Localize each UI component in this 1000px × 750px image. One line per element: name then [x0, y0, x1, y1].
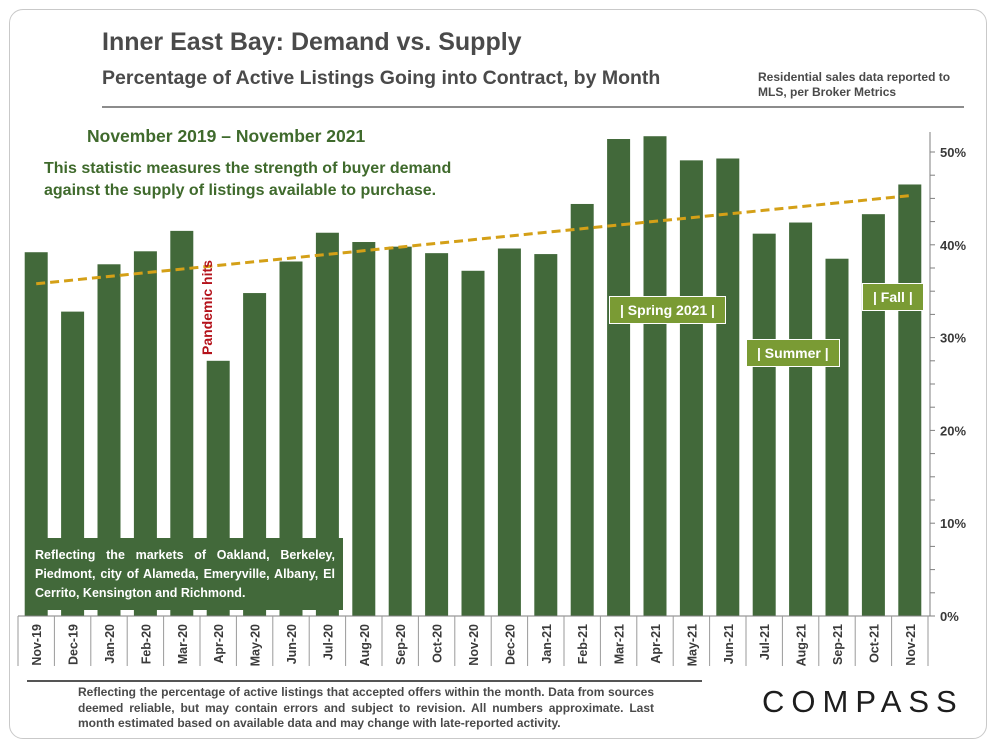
- bar-May-20: [243, 293, 267, 616]
- bar-Oct-21: [861, 214, 885, 616]
- chart-subtitle: Percentage of Active Listings Going into…: [102, 67, 661, 89]
- compass-logo: COMPASS: [762, 684, 964, 719]
- x-tick-label: Apr-21: [649, 624, 663, 664]
- x-tick-label: Jul-21: [758, 624, 772, 660]
- y-tick-label: 30%: [940, 331, 966, 346]
- x-tick-label: Dec-20: [503, 624, 517, 665]
- x-tick-label: Feb-21: [576, 624, 590, 664]
- y-tick-label: 0%: [940, 609, 959, 624]
- x-tick-label: Aug-20: [358, 624, 372, 666]
- footnote: Reflecting the percentage of active list…: [78, 685, 654, 730]
- source-note: Residential sales data reported to MLS, …: [758, 70, 951, 99]
- x-tick-label: Nov-20: [467, 624, 481, 666]
- bar-May-21: [679, 160, 703, 617]
- bar-Jun-21: [716, 158, 740, 616]
- bar-Jun-20: [279, 261, 303, 616]
- footnote-divider: [27, 680, 702, 682]
- bar-Aug-20: [352, 242, 376, 617]
- bar-Jan-20: [97, 264, 121, 616]
- bar-Sep-20: [388, 246, 412, 616]
- x-tick-label: Nov-21: [904, 624, 918, 666]
- x-tick-label: Jun-21: [722, 624, 736, 664]
- bar-Nov-20: [461, 270, 485, 616]
- y-tick-label: 50%: [940, 145, 966, 160]
- fall-label: | Fall |: [862, 283, 924, 311]
- bar-Mar-21: [607, 139, 631, 616]
- bar-Feb-20: [133, 251, 157, 616]
- x-tick-label: Oct-20: [431, 624, 445, 663]
- x-tick-label: Jul-20: [321, 624, 335, 660]
- x-tick-label: Jun-20: [285, 624, 299, 664]
- trend-line: [36, 194, 910, 286]
- x-tick-label: Feb-20: [139, 624, 153, 664]
- x-tick-label: Apr-20: [212, 624, 226, 664]
- bar-Aug-21: [789, 222, 813, 616]
- x-tick-label: Aug-21: [795, 624, 809, 666]
- bar-Jan-21: [534, 254, 558, 616]
- chart-title: Inner East Bay: Demand vs. Supply: [102, 28, 522, 56]
- slide-frame: [9, 9, 987, 739]
- bar-Jul-20: [315, 232, 339, 616]
- spring-2021-label: | Spring 2021 |: [609, 296, 726, 324]
- x-tick-label: Nov-19: [30, 624, 44, 666]
- markets-box: Reflecting the markets of Oakland, Berke…: [27, 538, 343, 610]
- x-tick-label: Jan-20: [103, 624, 117, 664]
- bar-Mar-20: [170, 230, 194, 616]
- bar-Oct-20: [425, 253, 449, 617]
- x-tick-label: Sep-20: [394, 624, 408, 665]
- bar-Nov-19: [24, 252, 48, 616]
- y-tick-label: 20%: [940, 423, 966, 438]
- bar-Dec-20: [497, 248, 521, 616]
- bar-Jul-21: [752, 233, 776, 616]
- period-label: November 2019 – November 2021: [87, 126, 366, 146]
- y-tick-label: 10%: [940, 516, 966, 531]
- bar-Feb-21: [570, 203, 594, 616]
- x-tick-label: May-21: [685, 624, 699, 666]
- summer-label: | Summer |: [746, 339, 840, 367]
- x-tick-label: May-20: [249, 624, 263, 666]
- x-tick-label: Mar-20: [176, 624, 190, 664]
- x-tick-label: Jan-21: [540, 624, 554, 664]
- x-tick-label: Sep-21: [831, 624, 845, 665]
- x-tick-label: Mar-21: [613, 624, 627, 664]
- x-tick-label: Oct-21: [867, 624, 881, 663]
- pandemic-label: Pandemic hits: [199, 260, 215, 355]
- header-divider: [102, 106, 964, 108]
- bar-Sep-21: [825, 258, 849, 616]
- x-tick-label: Dec-19: [67, 624, 81, 665]
- bar-Apr-21: [643, 136, 667, 616]
- description-text: This statistic measures the strength of …: [44, 160, 452, 199]
- y-tick-label: 40%: [940, 238, 966, 253]
- bar-Nov-21: [898, 184, 922, 617]
